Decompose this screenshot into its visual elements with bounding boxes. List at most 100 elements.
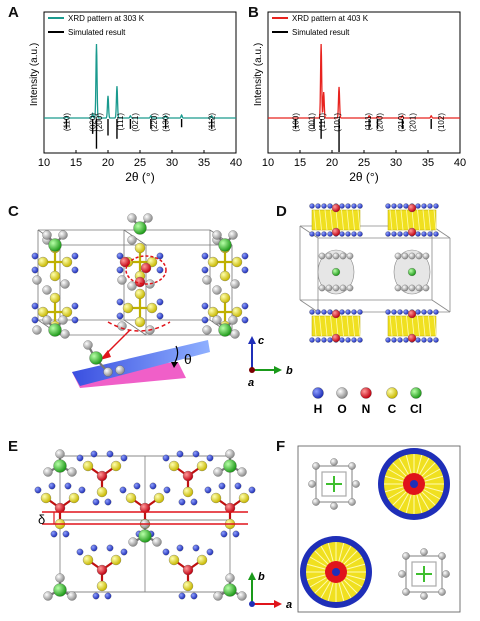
- atom-c: [61, 306, 73, 318]
- atom-o: [228, 315, 238, 325]
- atom-n: [331, 203, 341, 213]
- atom-o: [330, 502, 338, 510]
- hkl-label: (101): [333, 113, 342, 132]
- atom-n: [407, 333, 417, 343]
- atom-o: [394, 252, 402, 260]
- cation-center: [410, 480, 418, 488]
- atom-cl: [89, 351, 103, 365]
- atom-c: [125, 492, 137, 504]
- atom-o: [225, 449, 235, 459]
- atom-h: [321, 203, 327, 209]
- ring-bond: [330, 209, 333, 231]
- ring-spoke: [405, 493, 412, 514]
- ring-bond: [417, 315, 420, 337]
- atom-o: [60, 279, 70, 289]
- atom-c: [196, 460, 208, 472]
- atom-h: [190, 592, 198, 600]
- atom-o: [58, 230, 68, 240]
- atom-o: [237, 591, 247, 601]
- atom-h: [345, 309, 351, 315]
- atom-h: [339, 337, 345, 343]
- atom-h: [345, 231, 351, 237]
- atom-o: [438, 552, 446, 560]
- hkl-label: (200): [375, 113, 384, 132]
- atom-o: [60, 329, 70, 339]
- atom-h: [232, 530, 240, 538]
- hkl-label: (110): [318, 113, 327, 131]
- x-tick-label: 35: [422, 157, 434, 169]
- ring-bond: [341, 209, 344, 231]
- atom-c: [68, 492, 80, 504]
- ring-bond: [346, 315, 350, 337]
- atom-h: [62, 530, 70, 538]
- atom-cl: [48, 323, 62, 337]
- panel-label-a: A: [8, 4, 19, 21]
- y-axis-label: Intensity (a.u.): [253, 43, 264, 106]
- ring-spoke: [384, 475, 405, 482]
- ring-spoke: [327, 542, 334, 563]
- atom-h: [339, 203, 345, 209]
- atom-h: [234, 482, 242, 490]
- ring-spoke: [423, 475, 444, 482]
- atom-o: [422, 252, 430, 260]
- atom-h: [433, 337, 439, 343]
- ring-bond: [352, 209, 355, 231]
- x-tick-label: 40: [454, 157, 466, 169]
- atom-n: [331, 227, 341, 237]
- atom-n: [96, 564, 108, 576]
- atom-o: [312, 498, 320, 506]
- legend-atom-cl: [410, 387, 422, 399]
- atom-h: [327, 309, 333, 315]
- atom-h: [397, 203, 403, 209]
- atom-o: [202, 325, 212, 335]
- atom-o: [346, 284, 354, 292]
- atom-h: [433, 231, 439, 237]
- atom-h: [415, 231, 421, 237]
- atom-o: [339, 284, 347, 292]
- atom-h: [391, 337, 397, 343]
- atom-h: [176, 450, 184, 458]
- panel-label-e: E: [8, 438, 19, 455]
- hkl-label: (100): [292, 113, 301, 132]
- atom-h: [415, 337, 421, 343]
- ring-bond: [411, 315, 415, 337]
- ring-spoke: [342, 550, 358, 566]
- atom-h: [345, 203, 351, 209]
- atom-h: [104, 592, 112, 600]
- atom-h: [204, 486, 212, 494]
- atom-h: [427, 231, 433, 237]
- ring-bond: [395, 209, 398, 231]
- ring-bond: [335, 315, 339, 337]
- atom-o: [237, 467, 247, 477]
- atom-h: [34, 486, 42, 494]
- highlight-circle: [125, 255, 167, 285]
- atom-o: [408, 252, 416, 260]
- atom-h: [201, 302, 209, 310]
- atom-o: [128, 537, 138, 547]
- atom-h: [76, 454, 84, 462]
- ring-bond: [330, 315, 333, 337]
- ring-bond: [319, 209, 322, 231]
- xrd-chart-a: 10 15 20 25 30 35 40 2θ (°) Intensity (a.u.) XRD …: [29, 11, 242, 184]
- ring-bond: [400, 315, 404, 337]
- ring-spoke: [420, 462, 436, 478]
- atom-h: [421, 231, 427, 237]
- atom-h: [71, 266, 79, 274]
- ring-spoke: [338, 581, 345, 602]
- ring-spoke: [344, 556, 363, 568]
- atom-h: [119, 486, 127, 494]
- atom-o: [103, 367, 113, 377]
- ring-spoke: [320, 580, 332, 599]
- atom-o: [127, 281, 137, 291]
- atom-h: [104, 498, 112, 506]
- atom-h: [427, 309, 433, 315]
- axis-label-a: a: [286, 599, 292, 611]
- atom-n: [407, 309, 417, 319]
- atom-h: [433, 203, 439, 209]
- atom-h: [71, 252, 79, 260]
- atom-o: [202, 275, 212, 285]
- ring-bond: [313, 315, 317, 337]
- atom-o: [152, 537, 162, 547]
- atom-h: [433, 309, 439, 315]
- atom-h: [403, 337, 409, 343]
